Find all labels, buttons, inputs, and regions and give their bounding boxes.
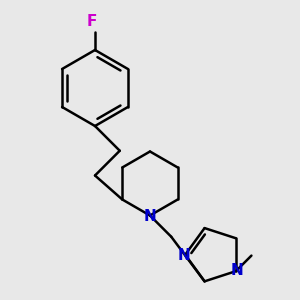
Text: N: N: [178, 248, 190, 263]
Text: N: N: [230, 263, 243, 278]
Text: N: N: [144, 209, 156, 224]
Text: F: F: [87, 14, 97, 29]
